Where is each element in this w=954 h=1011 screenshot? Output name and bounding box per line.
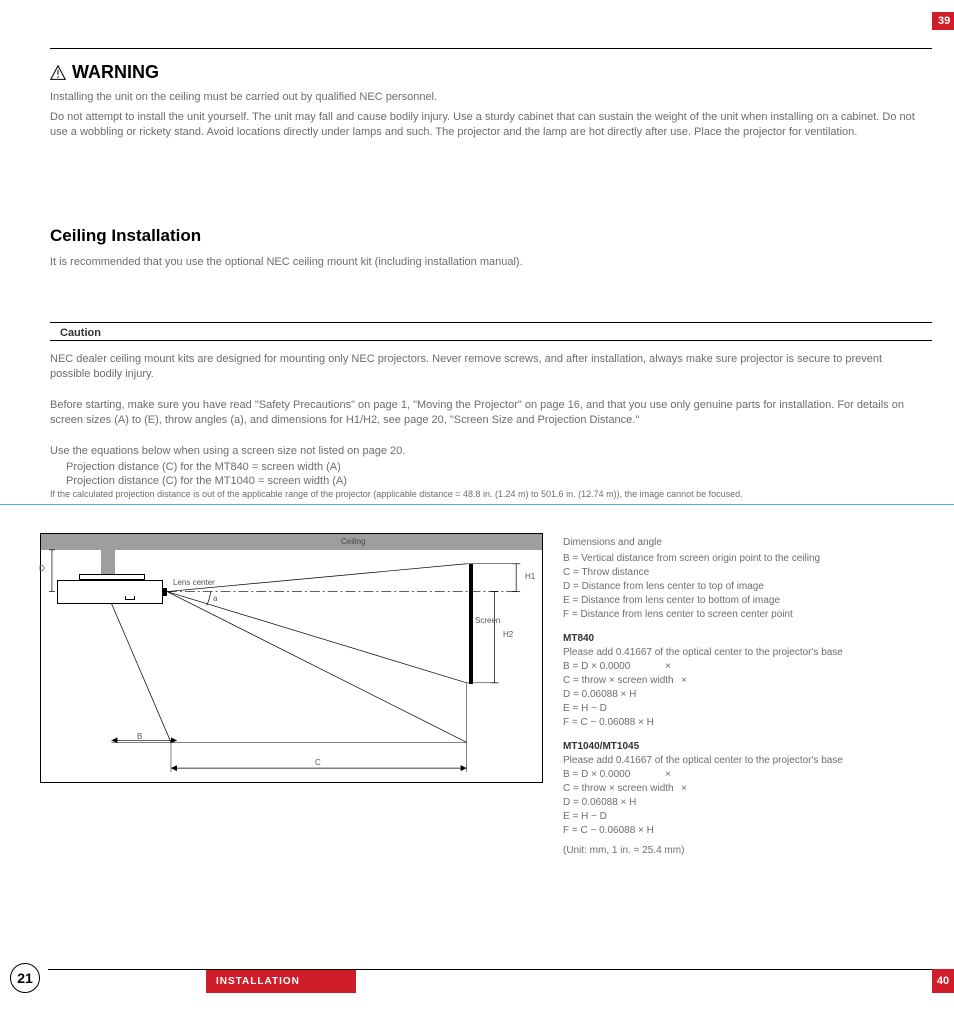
diagram-label-h1: H1 [525,572,535,581]
mt840-eq3: D = 0.06088 × H [563,688,636,703]
mt1040-eq4: E = H − D [563,810,607,825]
right-vars-d: D = Distance from lens center to top of … [563,580,923,595]
mt1040-eq1: B = D × 0.0000 × [563,768,630,783]
cross-icon: × [665,660,671,675]
right-vars-e: E = Distance from lens center to bottom … [563,594,923,609]
warning-label: WARNING [72,62,159,83]
warning-para2: Do not attempt to install the unit yours… [50,110,920,141]
caution-body: NEC dealer ceiling mount kits are design… [50,352,920,383]
footer-section: INSTALLATION [206,970,356,993]
mt1040-eq5: F = C − 0.06088 × H [563,824,654,839]
rule-footer [48,969,936,970]
mt840-eq1-text: B = D × 0.0000 [563,661,630,672]
diagram-label-c: C [315,758,321,767]
cross-icon: × [665,768,671,783]
mt1040-title: MT1040/MT1045 [563,740,639,755]
diagram-label-b: B [137,732,142,741]
footer-page-right: 40 [932,969,954,993]
warning-heading: WARNING [50,62,159,83]
mt840-eq1: B = D × 0.0000 × [563,660,630,675]
warning-icon [50,65,66,81]
mt840-eq4: E = H − D [563,702,607,717]
mt1040-eq2-text: C = throw × screen width [563,783,674,794]
diagram-projector-body [57,580,163,604]
formula-intro: Use the equations below when using a scr… [50,444,920,459]
right-vars-title: Dimensions and angle [563,536,923,551]
diagram-label-lenscenter: Lens center [173,578,215,587]
ceiling-intro: It is recommended that you use the optio… [50,255,920,270]
mt1040-eq2: C = throw × screen width × [563,782,674,797]
cross-icon: × [681,782,687,797]
rule-blue [0,504,954,505]
cross-icon: × [681,674,687,689]
formula-p3: If the calculated projection distance is… [50,488,920,501]
warning-para1: Installing the unit on the ceiling must … [50,90,920,105]
ceiling-body1: Before starting, make sure you have read… [50,398,920,429]
diagram-lines [41,534,542,782]
mt840-eq0-text: Please add 0.41667 of the optical center… [563,647,843,658]
diagram-label-a: a [213,594,217,603]
diagram-ceiling-bar [41,534,542,550]
diagram-label-d: D [39,564,45,573]
right-vars-c: C = Throw distance [563,566,923,581]
mt840-eq2: C = throw × screen width × [563,674,674,689]
footer-page-left: 21 [10,963,40,993]
rule-top [50,48,932,49]
mt1040-eq3: D = 0.06088 × H [563,796,636,811]
diagram-lens [163,588,167,596]
heading-ceiling: Ceiling Installation [50,226,201,246]
rule-caution-bottom [50,340,932,341]
diagram-ceiling-projection: a H1 H2 D B C Ceiling Screen Lens center [40,533,543,783]
diagram-label-h2: H2 [503,630,513,639]
page-tab-top: 39 [932,12,954,30]
rule-caution-top [50,322,932,323]
unit-note: (Unit: mm, 1 in. = 25.4 mm) [563,844,684,859]
diagram-label-screen: Screen [475,616,500,625]
right-vars-b: B = Vertical distance from screen origin… [563,552,923,567]
diagram-screen [469,564,473,684]
diagram-projector-detail [125,596,135,600]
mt840-eq0: Please add 0.41667 of the optical center… [563,646,843,661]
caution-label: Caution [60,326,101,341]
mt840-eq2-text: C = throw × screen width [563,675,674,686]
mt1040-eq1-text: B = D × 0.0000 [563,769,630,780]
mt1040-eq0: Please add 0.41667 of the optical center… [563,754,843,769]
mt840-title: MT840 [563,632,594,647]
mt840-eq5: F = C − 0.06088 × H [563,716,654,731]
right-vars-f: F = Distance from lens center to screen … [563,608,923,623]
diagram-label-ceiling: Ceiling [341,537,365,546]
